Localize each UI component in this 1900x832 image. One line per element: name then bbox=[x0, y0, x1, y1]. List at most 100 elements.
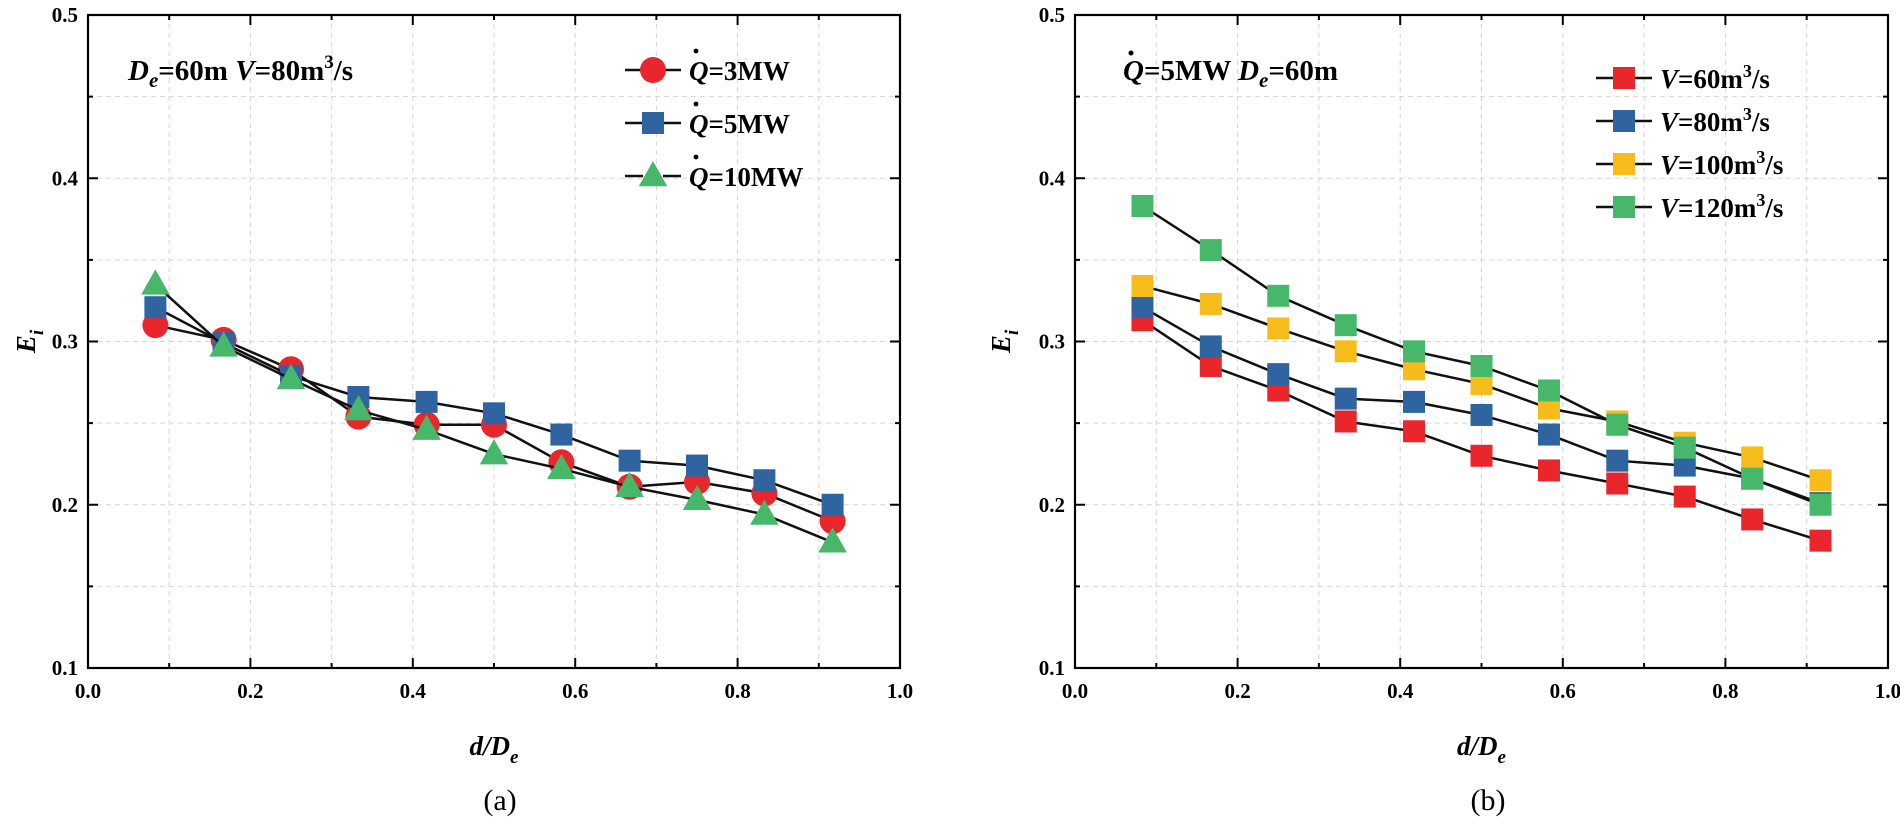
data-point bbox=[483, 402, 505, 425]
legend-marker bbox=[1613, 110, 1635, 132]
data-point bbox=[1403, 358, 1426, 381]
data-point bbox=[1741, 467, 1764, 490]
data-point bbox=[1334, 410, 1357, 433]
data-point bbox=[142, 312, 169, 339]
panel-caption: (a) bbox=[483, 784, 516, 817]
x-tick-label: 0.4 bbox=[400, 679, 427, 703]
data-point bbox=[1199, 239, 1222, 262]
y-tick-label: 0.3 bbox=[1039, 330, 1065, 354]
panel-annotation: De=60m V=80m3/s bbox=[127, 52, 353, 92]
data-point bbox=[1403, 420, 1426, 443]
data-point bbox=[1199, 354, 1222, 377]
data-point bbox=[1470, 354, 1493, 377]
data-point bbox=[1809, 529, 1832, 552]
legend-marker bbox=[1613, 153, 1635, 175]
plot-frame bbox=[86, 13, 902, 670]
data-point bbox=[344, 395, 373, 421]
legend-label: V=120m3/s bbox=[1660, 190, 1783, 223]
y-tick-label: 0.2 bbox=[1039, 493, 1065, 517]
y-tick-label: 0.3 bbox=[52, 330, 78, 354]
data-point bbox=[1334, 387, 1357, 410]
data-point bbox=[753, 469, 776, 492]
grid bbox=[88, 15, 900, 668]
data-point bbox=[1199, 335, 1222, 358]
legend-label: V=60m3/s bbox=[1660, 61, 1770, 94]
data-point bbox=[1403, 340, 1426, 363]
data-point bbox=[750, 499, 779, 525]
data-point bbox=[1267, 284, 1290, 307]
data-point bbox=[412, 414, 441, 440]
data-point bbox=[144, 296, 167, 319]
q-dot-accent bbox=[693, 48, 699, 54]
data-point bbox=[686, 454, 708, 477]
x-tick-label: 0.6 bbox=[562, 679, 588, 703]
y-tick-label: 0.5 bbox=[1039, 3, 1065, 27]
legend-label: Q=3MW bbox=[689, 56, 790, 86]
data-point bbox=[1470, 372, 1493, 395]
x-tick-label: 0.4 bbox=[1387, 679, 1414, 703]
y-axis-title: Ei bbox=[986, 329, 1023, 354]
data-point bbox=[1606, 449, 1629, 472]
data-point bbox=[1131, 296, 1154, 319]
data-point bbox=[1537, 379, 1560, 402]
data-point bbox=[1673, 436, 1696, 459]
legend-marker bbox=[1613, 196, 1635, 218]
chart-panel-1: 0.0 0.2 0.4 0.6 0.8 1.0 0.1 0.2 0.3 0.4 0.5 d/De Ei Q… bbox=[11, 3, 913, 817]
x-tick-label: 0.0 bbox=[75, 679, 101, 703]
panel-annotation: Q=5MW De=60m bbox=[1123, 55, 1338, 92]
panel-caption: (b) bbox=[1471, 784, 1506, 817]
data-point bbox=[1809, 493, 1832, 516]
legend-marker bbox=[638, 161, 668, 187]
data-point bbox=[276, 364, 306, 390]
x-tick-label: 0.8 bbox=[724, 679, 750, 703]
data-point bbox=[1741, 446, 1764, 469]
data-point bbox=[1673, 485, 1696, 508]
legend-label: V=100m3/s bbox=[1660, 147, 1783, 180]
legend-label: Q=10MW bbox=[689, 162, 803, 192]
legend-marker bbox=[640, 57, 666, 83]
legend: V=60m3/s V=80m3/s V=100m3/s V=120m3/s bbox=[1596, 61, 1783, 223]
data-point bbox=[1199, 292, 1222, 315]
plot-frame bbox=[1073, 13, 1890, 670]
q-dot-accent bbox=[693, 101, 699, 107]
data-point bbox=[615, 471, 644, 497]
chart-panel-2: 0.0 0.2 0.4 0.6 0.8 1.0 0.1 0.2 0.3 0.4 0.5 d/De Ei V… bbox=[986, 3, 1900, 817]
data-point bbox=[1606, 413, 1629, 436]
data-point bbox=[479, 439, 509, 465]
q-dot-accent bbox=[1128, 50, 1134, 56]
data-point bbox=[682, 484, 712, 511]
data-point bbox=[1673, 454, 1696, 477]
x-tick-label: 0.2 bbox=[237, 679, 263, 703]
y-tick-label: 0.4 bbox=[52, 166, 79, 190]
data-point bbox=[818, 527, 847, 553]
x-tick-label: 0.8 bbox=[1712, 679, 1738, 703]
data-point bbox=[1537, 423, 1560, 446]
data-point bbox=[1334, 314, 1357, 337]
data-point bbox=[1131, 274, 1154, 297]
x-tick-label: 0.0 bbox=[1062, 679, 1088, 703]
data-point bbox=[1809, 469, 1832, 492]
x-axis-title: d/De bbox=[470, 731, 520, 768]
x-tick-label: 1.0 bbox=[1875, 679, 1900, 703]
y-axis-title: Ei bbox=[11, 329, 48, 354]
legend-marker bbox=[642, 112, 664, 134]
data-point bbox=[1741, 508, 1764, 531]
y-tick-label: 0.5 bbox=[52, 3, 78, 27]
legend-label: Q=5MW bbox=[689, 109, 790, 139]
data-point bbox=[209, 331, 238, 357]
data-point bbox=[1537, 397, 1560, 420]
series-80m3/s bbox=[1131, 296, 1832, 515]
data-point bbox=[1537, 459, 1560, 482]
series-120m3/s bbox=[1131, 195, 1832, 516]
data-point bbox=[1606, 472, 1629, 495]
x-tick-label: 0.6 bbox=[1550, 679, 1576, 703]
data-point bbox=[821, 493, 844, 516]
x-tick-label: 1.0 bbox=[887, 679, 913, 703]
y-tick-label: 0.1 bbox=[52, 656, 78, 680]
series-10MW bbox=[141, 269, 847, 553]
data-point bbox=[415, 390, 438, 413]
x-tick-label: 0.2 bbox=[1224, 679, 1250, 703]
data-point bbox=[550, 423, 573, 446]
data-point bbox=[1403, 390, 1426, 413]
